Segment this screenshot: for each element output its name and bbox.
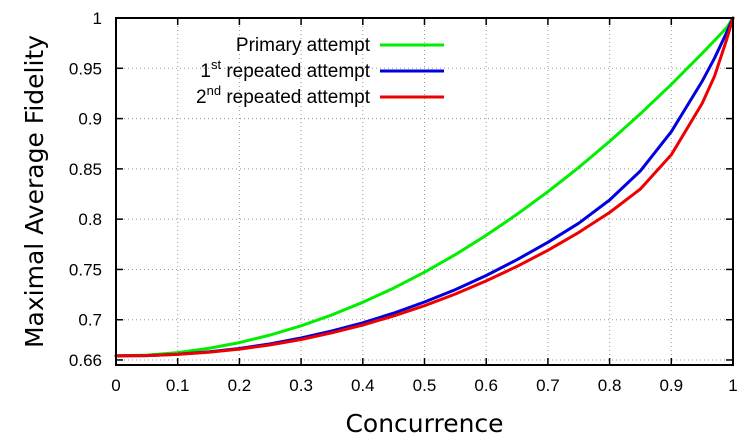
x-tick-label: 0.9 — [659, 376, 683, 395]
legend-label-3: 2nd repeated attempt — [196, 83, 371, 108]
y-tick-label: 0.8 — [78, 210, 102, 229]
y-tick-label: 0.66 — [69, 351, 102, 370]
legend-label-superscript: st — [211, 57, 222, 72]
series-line-3 — [114, 16, 735, 358]
x-tick-label: 0.7 — [536, 376, 560, 395]
y-tick-label: 0.95 — [69, 59, 102, 78]
legend-label-1: Primary attempt — [236, 35, 371, 56]
x-tick-label: 0.2 — [228, 376, 252, 395]
legend-label-main: Primary attempt — [236, 35, 371, 56]
y-tick-label: 0.9 — [78, 110, 102, 129]
x-axis-label: Concurrence — [345, 409, 503, 438]
legend-label-superscript: nd — [207, 83, 221, 98]
y-tick-label: 0.85 — [69, 160, 102, 179]
legend-label-2: 1st repeated attempt — [200, 57, 370, 82]
legend-label-main: 2 — [196, 87, 207, 108]
y-tick-label: 0.75 — [69, 260, 102, 279]
legend-label-rest: repeated attempt — [221, 87, 371, 108]
x-tick-label: 0.5 — [413, 376, 437, 395]
x-tick-label: 0.1 — [166, 376, 190, 395]
x-tick-label: 0 — [111, 376, 120, 395]
x-tick-label: 0.3 — [289, 376, 313, 395]
series-lines — [114, 16, 735, 358]
x-tick-label: 1 — [728, 376, 737, 395]
y-axis-label: Maximal Average Fidelity — [20, 35, 49, 348]
series-line-1 — [114, 16, 735, 358]
legend-label-main: 1 — [200, 61, 211, 82]
axis-ticks: 0 0.1 0.2 0.3 0.4 0.5 0.6 0.7 0.8 0.9 1 0.66 0.7 0.75… — [69, 9, 738, 395]
x-tick-label: 0.4 — [351, 376, 375, 395]
x-tick-label: 0.6 — [474, 376, 498, 395]
y-tick-label: 1 — [93, 9, 102, 28]
legend-label-rest: repeated attempt — [221, 61, 371, 82]
y-tick-label: 0.7 — [78, 311, 102, 330]
x-tick-label: 0.8 — [598, 376, 622, 395]
